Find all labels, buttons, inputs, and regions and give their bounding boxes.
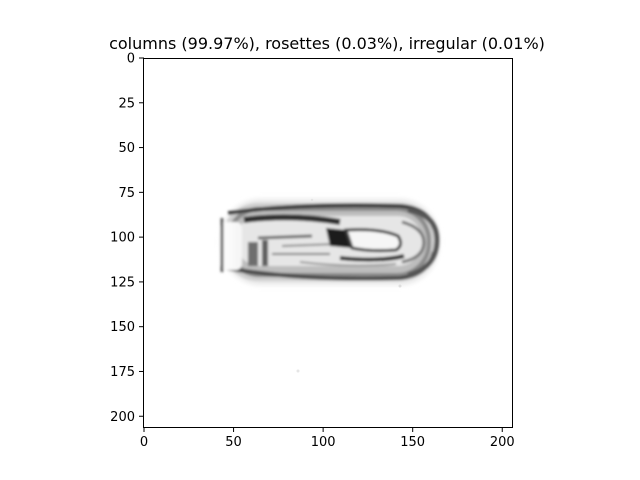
y-tick-label: 200 — [110, 410, 135, 425]
speck — [310, 198, 314, 202]
x-tick-label: 100 — [311, 435, 336, 450]
axes-frame — [143, 58, 513, 428]
y-tick-label: 125 — [110, 275, 135, 290]
ice-crystal-column — [220, 199, 440, 285]
plot-title: columns (99.97%), rosettes (0.03%), irre… — [109, 34, 545, 53]
x-tick-label: 200 — [490, 435, 515, 450]
y-tick-label: 0 — [127, 52, 135, 67]
y-axis: 0 25 50 75 100 125 150 175 200 — [110, 52, 144, 425]
y-tick-label: 75 — [118, 186, 135, 201]
crystal-image — [144, 58, 513, 427]
x-tick-label: 150 — [400, 435, 425, 450]
y-tick-label: 50 — [118, 141, 135, 156]
x-tick-label: 0 — [140, 435, 148, 450]
speck — [398, 284, 402, 288]
y-tick-label: 175 — [110, 365, 135, 380]
x-axis: 0 50 100 150 200 — [140, 427, 515, 450]
speck — [296, 369, 300, 373]
y-tick-label: 100 — [110, 231, 135, 246]
y-tick-label: 25 — [118, 96, 135, 111]
x-tick-label: 50 — [225, 435, 242, 450]
y-tick-label: 150 — [110, 320, 135, 335]
